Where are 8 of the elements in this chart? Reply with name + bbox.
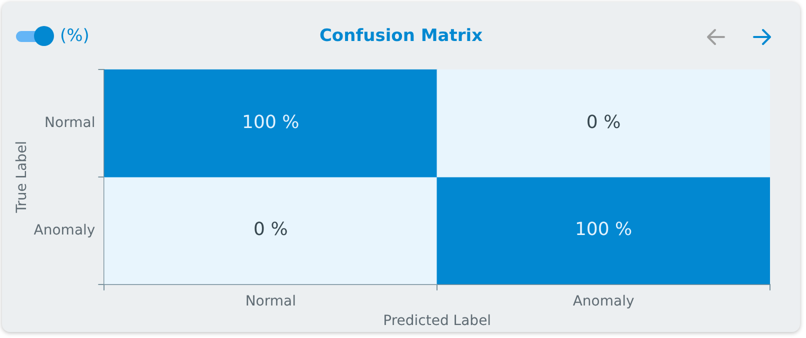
- data-label: 0 %: [254, 219, 288, 240]
- data-label: 100 %: [574, 219, 632, 240]
- text: (%): [60, 26, 90, 46]
- data-label: 100 %: [242, 112, 300, 133]
- chart-title: Confusion Matrix: [319, 26, 483, 46]
- y-axis-title: True Label: [14, 140, 30, 214]
- x-axis-title: Predicted Label: [383, 313, 492, 330]
- data-label: 0 %: [586, 112, 621, 133]
